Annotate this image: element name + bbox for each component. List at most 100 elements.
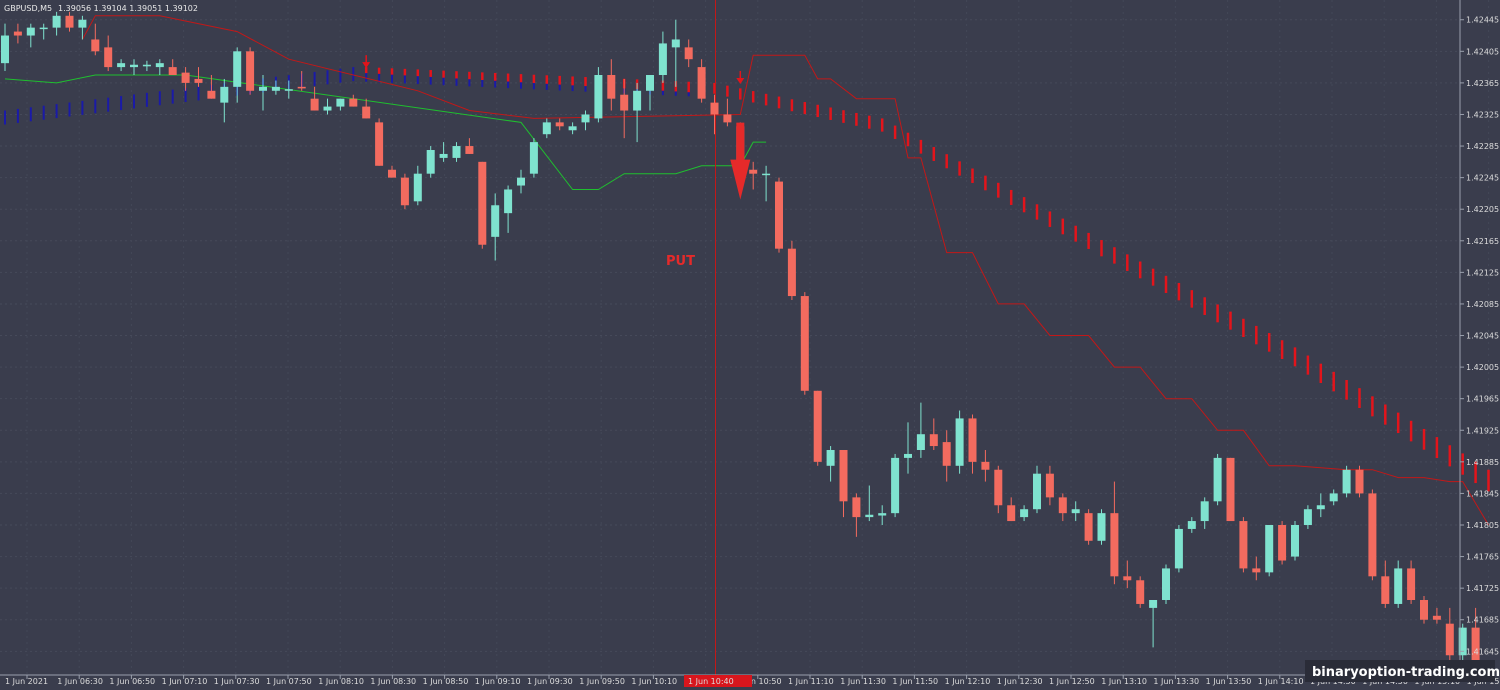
x-tick-label: 1 Jun 13:10 [1101, 677, 1147, 686]
y-tick-label: 1.41845 [1466, 489, 1499, 498]
candle-body [1110, 513, 1119, 577]
candle-body [375, 122, 384, 166]
x-tick-label: 1 Jun 07:50 [266, 677, 312, 686]
y-tick-label: 1.42445 [1466, 16, 1499, 25]
candle-body [1136, 580, 1145, 604]
y-tick-label: 1.42325 [1466, 110, 1499, 119]
candle-body [246, 51, 255, 91]
candle-body [323, 106, 332, 111]
candle-body [839, 450, 848, 502]
x-tick-label: 1 Jun 12:50 [1049, 677, 1095, 686]
candle-body [1226, 457, 1235, 522]
candle-body [1342, 469, 1351, 494]
candle-body [1471, 627, 1480, 664]
candle-body [633, 90, 642, 111]
candle-body [284, 89, 293, 91]
candle-body [1407, 568, 1416, 600]
x-tick-label: 1 Jun 14:10 [1258, 677, 1304, 686]
watermark: binaryoption-trading.com [1312, 665, 1500, 680]
candle-body [1368, 493, 1377, 577]
small-down-arrowhead [736, 77, 745, 84]
y-tick-label: 1.41725 [1466, 584, 1499, 593]
candle-body [581, 114, 590, 123]
candle-body [1265, 525, 1274, 573]
candle-body [465, 146, 474, 154]
x-tick-label: 1 Jun 13:30 [1153, 677, 1199, 686]
candle-body [1084, 513, 1093, 541]
candle-body [233, 51, 242, 87]
candle-body [207, 90, 216, 99]
candle-body [13, 31, 22, 36]
candle-body [1303, 509, 1312, 525]
candle-body [181, 72, 190, 83]
candle-body [904, 453, 912, 458]
x-tick-label: 1 Jun 11:50 [892, 677, 938, 686]
candle-body [1278, 525, 1287, 561]
candle-body [1045, 473, 1054, 498]
y-tick-label: 1.42165 [1466, 237, 1499, 246]
candle-body [65, 15, 74, 28]
candle-body [723, 114, 732, 123]
candle-body [52, 15, 61, 28]
candle-body [1007, 505, 1016, 522]
candle-body [826, 450, 835, 466]
candle-body [787, 248, 796, 297]
put-arrow-shaft [736, 122, 745, 163]
candle-body [568, 126, 577, 131]
candle-body [1458, 627, 1467, 656]
signal-time-label: 1 Jun 10:40 [688, 677, 734, 686]
candle-body [1239, 521, 1248, 569]
candle-body [555, 122, 564, 127]
candle-body [1123, 576, 1132, 581]
candle-body [658, 43, 667, 75]
candle-body [1187, 521, 1196, 529]
candle-body [1432, 615, 1441, 620]
y-tick-label: 1.42125 [1466, 268, 1499, 277]
price-axis: 1.42445 1.42405 1.42365 1.42325 1.42285 1.422… [1460, 16, 1499, 656]
candle-body [981, 461, 990, 470]
candle-body [775, 181, 783, 249]
candle-body [607, 75, 616, 99]
candle-body [800, 296, 809, 391]
candle-body [39, 27, 48, 30]
candle-body [1213, 457, 1222, 502]
candle-body [1200, 501, 1209, 522]
candle-body [1394, 568, 1403, 604]
candle-body [388, 169, 396, 178]
header-symbol: GBPUSD,M5 [4, 4, 52, 13]
small-down-arrowhead [362, 62, 371, 69]
candle-body [1149, 600, 1158, 608]
y-tick-label: 1.42205 [1466, 205, 1499, 214]
y-tick-label: 1.41925 [1466, 426, 1499, 435]
x-tick-label: 1 Jun 11:10 [788, 677, 834, 686]
candle-body [220, 86, 229, 103]
y-tick-label: 1.41685 [1466, 616, 1499, 625]
candle-body [439, 153, 448, 158]
candle-body [310, 98, 319, 111]
x-tick-label: 1 Jun 09:10 [475, 677, 521, 686]
x-tick-label: 1 Jun 08:50 [423, 677, 469, 686]
signal-time-highlight [684, 675, 752, 687]
candle-body [1420, 600, 1428, 620]
x-tick-label: 1 Jun 10:10 [631, 677, 677, 686]
candle-body [1445, 623, 1454, 656]
candle-body [1033, 473, 1041, 510]
x-tick-label: 1 Jun 12:30 [997, 677, 1043, 686]
candle-body [529, 142, 538, 174]
y-tick-label: 1.42245 [1466, 174, 1499, 183]
candle-body [1071, 509, 1080, 514]
candle-body [1355, 469, 1364, 494]
candle-body [1020, 509, 1029, 518]
candle-body [78, 19, 87, 28]
candle-body [91, 39, 100, 52]
candle-body [968, 418, 977, 462]
candle-body [916, 434, 925, 450]
candle-body [336, 98, 345, 107]
y-tick-label: 1.41765 [1466, 553, 1499, 562]
candle-body [1097, 513, 1106, 541]
candle-body [710, 102, 719, 115]
candle-body [1381, 576, 1390, 604]
candle-body [1329, 493, 1338, 502]
put-signal-label: PUT [666, 254, 695, 269]
